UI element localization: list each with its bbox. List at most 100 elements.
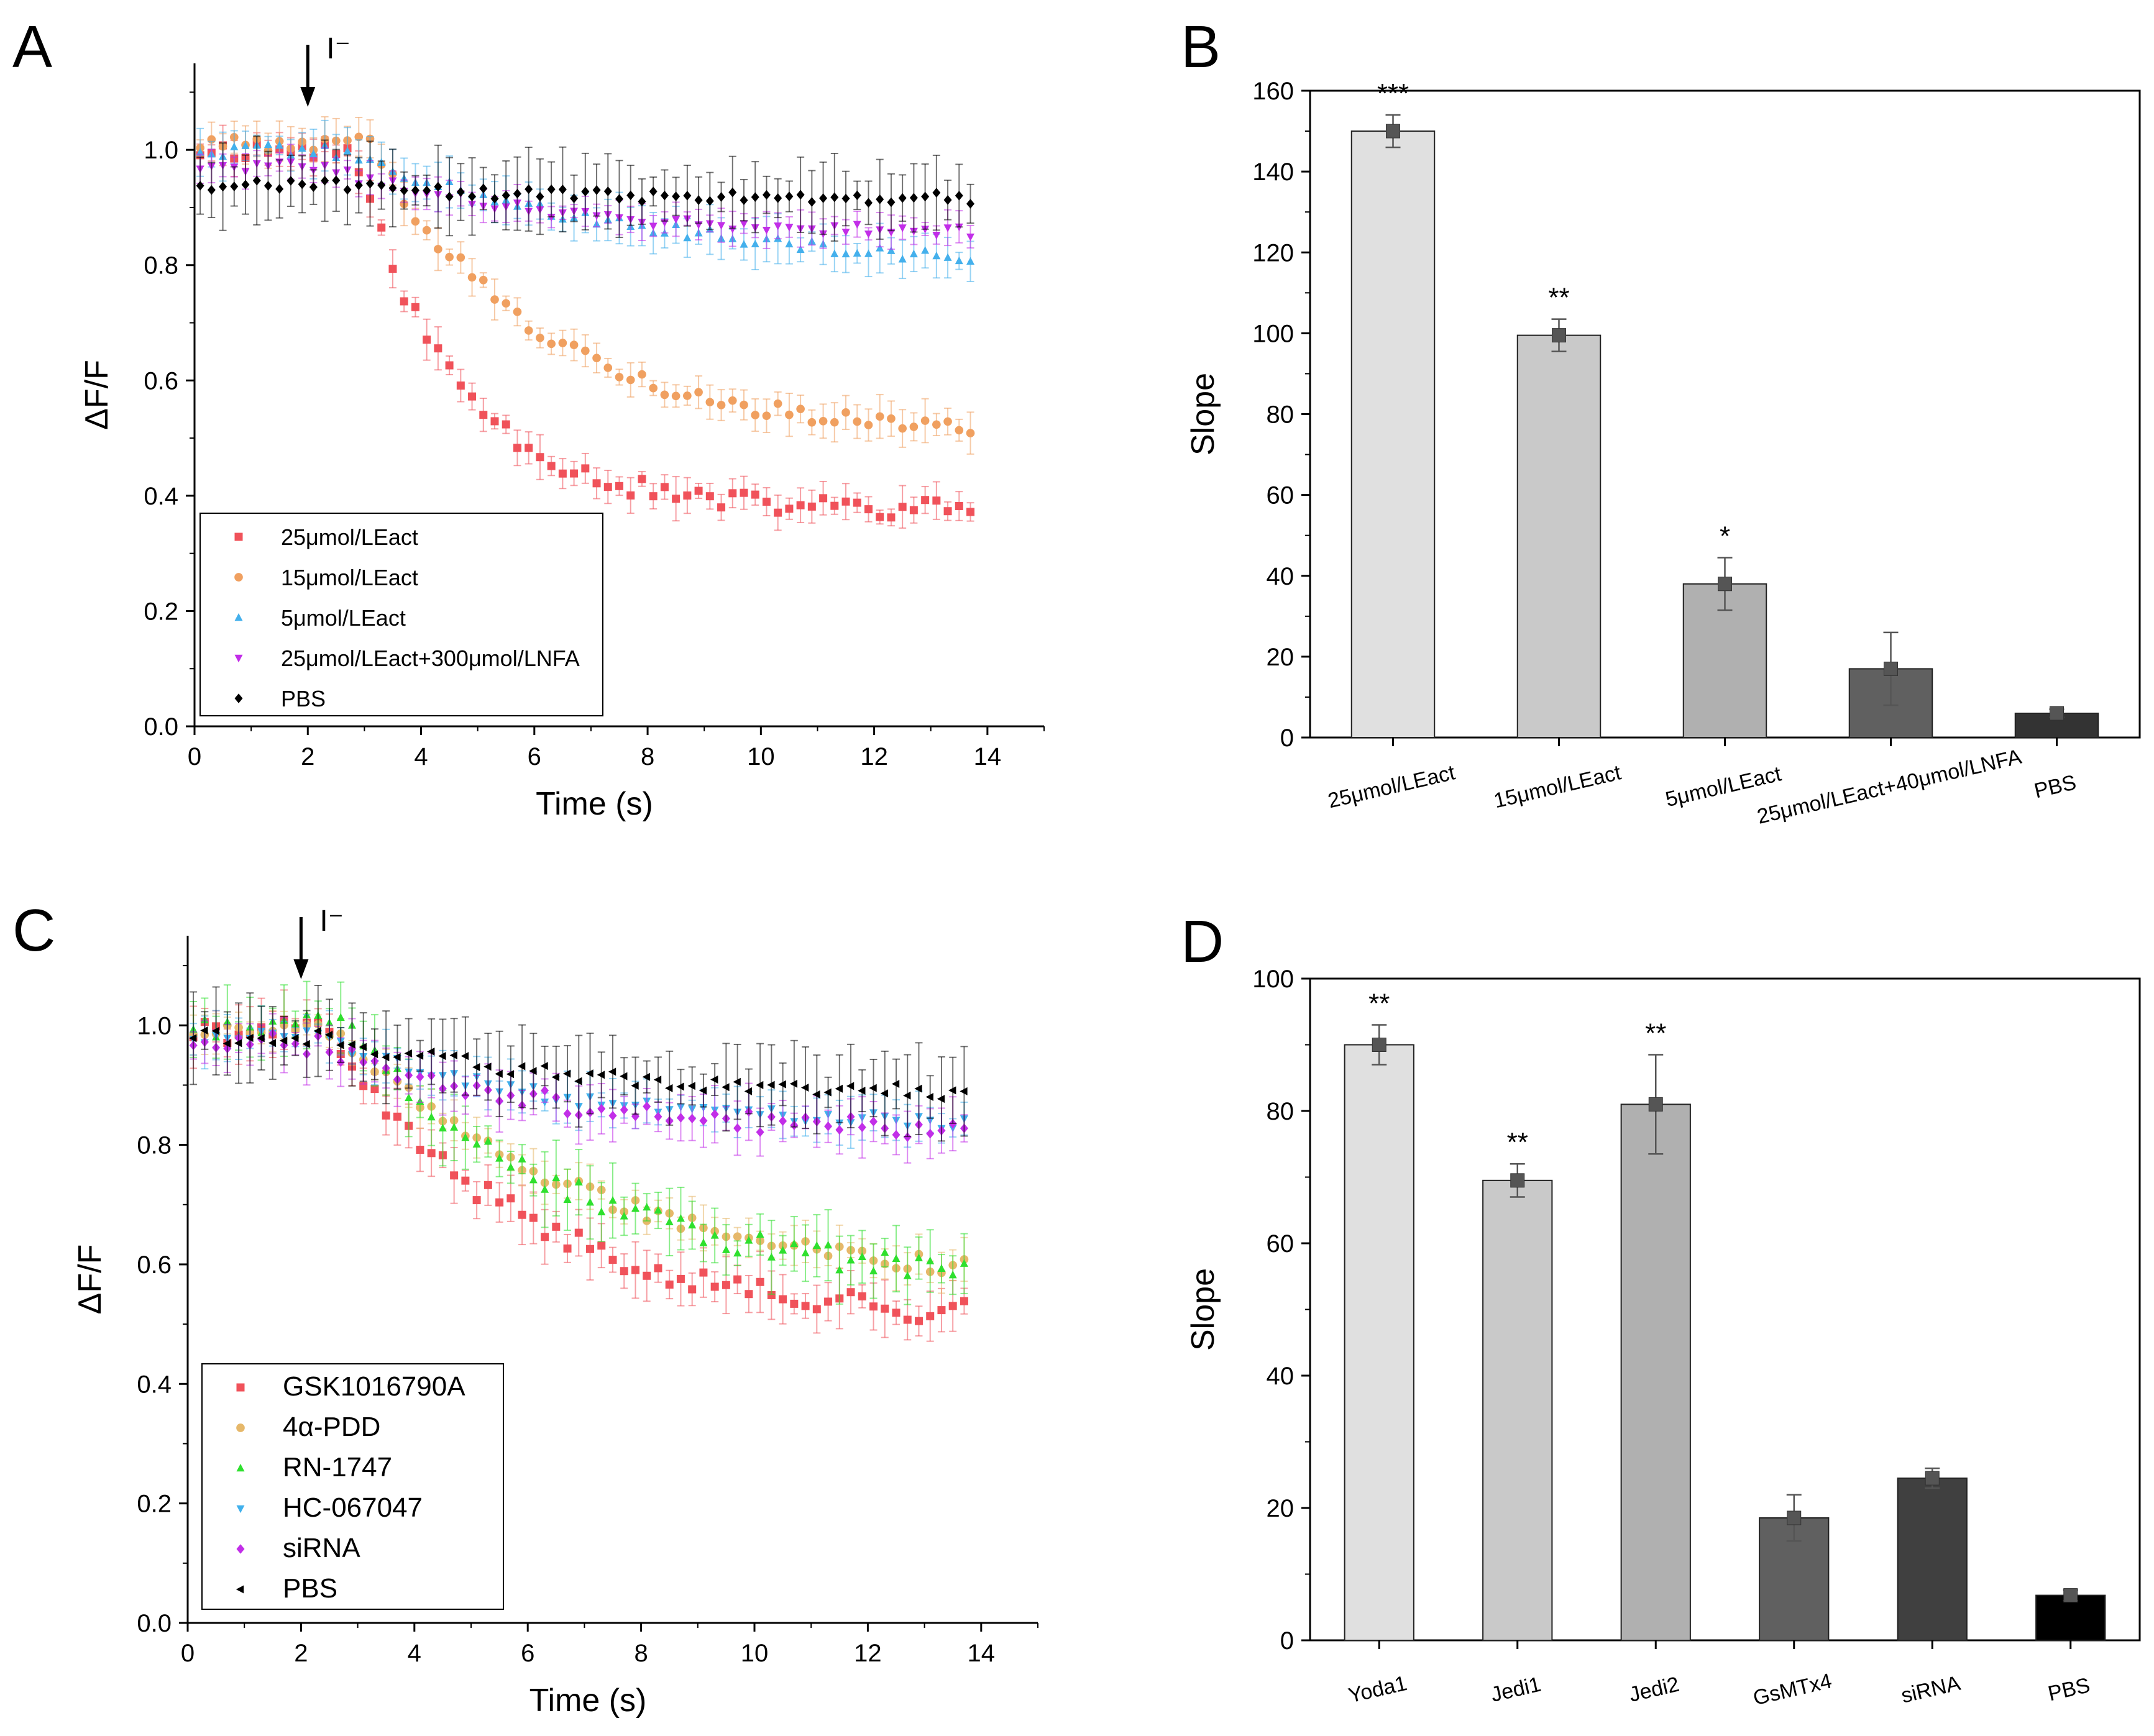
panel-d-y-axis-title: Slope [1185,1268,1221,1351]
panel-c-data-point [449,1051,457,1059]
panel-c-data-point [846,1256,855,1264]
panel-d-bar [1897,1478,1968,1641]
panel-c-y-tick-label: 0.8 [137,1132,172,1159]
panel-a-data-point [864,505,873,514]
panel-a-data-point [615,482,623,490]
panel-a-y-tick-label: 0.6 [144,367,178,395]
panel-letter-a: A [12,14,52,80]
panel-a-legend-marker [234,654,243,663]
panel-c-data-point [620,1212,628,1220]
panel-c-data-point [574,1077,582,1085]
panel-c-y-tick-label: 0.4 [137,1371,172,1398]
panel-c-data-point [676,1113,685,1123]
panel-c-data-point [654,1112,662,1122]
panel-a-data-point [275,184,284,194]
panel-d-y-tick-label: 40 [1267,1363,1295,1390]
panel-d-y-tick-label: 20 [1267,1495,1295,1522]
panel-c-data-point [461,1133,470,1141]
panel-b-y-tick-label: 160 [1252,78,1294,105]
panel-c-data-point [382,1111,390,1120]
panel-a-data-point [864,231,873,239]
panel-c-data-point [779,1116,787,1126]
panel-a-data-point [966,257,975,265]
panel-a-data-point [751,490,759,499]
panel-a-data-point [762,411,771,420]
panel-a-data-point [728,489,737,498]
panel-c-data-point [404,1049,412,1058]
panel-a-data-point [490,295,499,304]
panel-a-legend-marker [234,573,243,582]
panel-a-data-point [876,513,884,521]
panel-a-data-point [830,249,839,257]
panel-d-mean-marker [2063,1588,2078,1603]
panel-a-data-point [513,444,521,452]
panel-a-data-point [536,334,544,342]
panel-a-data-point [705,398,715,407]
panel-a-data-point [898,255,907,263]
panel-c-data-point [710,1231,719,1239]
panel-a-data-point [580,346,590,355]
panel-a-x-tick-label: 2 [301,743,314,770]
panel-a-data-point [943,195,952,205]
panel-c-data-point [745,1290,753,1299]
panel-c-data-point [733,1077,741,1086]
panel-a-data-point [252,175,261,186]
panel-b-category-label: 25μmol/LEact+40μmol/LNFA [1755,745,2024,829]
panel-a-data-point [853,498,861,507]
panel-c-data-point [427,1112,436,1121]
panel-c-y-tick-label: 0.2 [137,1491,172,1518]
panel-c-data-point [416,1072,424,1082]
panel-c-data-point [574,1177,583,1186]
panel-a-legend-label: 25μmol/LEact+300μmol/LNFA [281,646,580,671]
panel-c-data-point [687,1082,695,1090]
panel-a-data-point [955,256,963,265]
panel-d-category-label: Yoda1 [1346,1671,1409,1707]
panel-a-data-point [807,418,817,427]
panel-a-data-point [298,144,306,152]
panel-c-data-point [767,1291,776,1299]
panel-c-y-tick-label: 1.0 [137,1012,172,1039]
panel-a-data-point [740,240,748,248]
panel-a-data-point [932,251,941,260]
panel-a-data-point [592,479,601,488]
panel-d-category-label: GsMTx4 [1751,1669,1834,1710]
panel-c-legend-label: HC-067047 [283,1492,423,1523]
panel-c-data-point [824,1297,833,1306]
panel-a-data-point [898,424,907,433]
panel-c-data-point [779,1295,787,1304]
panel-c-data-point [234,1039,242,1048]
panel-a-data-point [502,190,510,201]
panel-c-data-point [699,1116,708,1126]
panel-a-data-point [479,275,488,285]
panel-c-x-tick-label: 2 [294,1640,308,1667]
panel-c-data-point [858,1252,866,1260]
panel-a-data-point [592,354,601,363]
panel-c-y-axis-title: ΔF/F [72,1245,108,1315]
panel-c-data-point [257,1034,265,1043]
panel-a-data-point [672,191,681,201]
panel-a-data-point [830,418,839,427]
panel-c-data-point [835,1125,844,1135]
panel-a-data-point [932,496,941,505]
panel-c-data-point [438,1123,447,1131]
panel-b-bar [1516,334,1602,738]
panel-a-data-point [524,326,533,335]
panel-c-x-tick-label: 12 [854,1640,882,1667]
panel-a-legend-label: 15μmol/LEact [281,565,418,590]
panel-a-data-point [762,497,771,506]
panel-a-data-point [751,239,759,248]
panel-a-legend-label: 25μmol/LEact [281,524,418,550]
panel-a-data-point [377,180,386,190]
panel-c-data-point [484,1181,492,1189]
panel-a-data-point [819,494,828,503]
panel-a-data-point [819,193,828,203]
panel-b-y-tick-label: 140 [1252,158,1294,186]
panel-a-data-point [864,249,873,257]
panel-a-data-point [728,187,737,198]
panel-a-chart: 0.0 0.2 0.4 0.6 0.8 1.0 0 2 4 6 8 10 12 14 Time (s) ΔF/… [79,32,1045,822]
panel-b-mean-marker [1552,328,1566,343]
panel-c-data-point [529,1176,538,1184]
panel-c-data-point [188,1034,197,1043]
panel-a-data-point [490,417,499,426]
panel-c-data-point [745,1236,753,1244]
